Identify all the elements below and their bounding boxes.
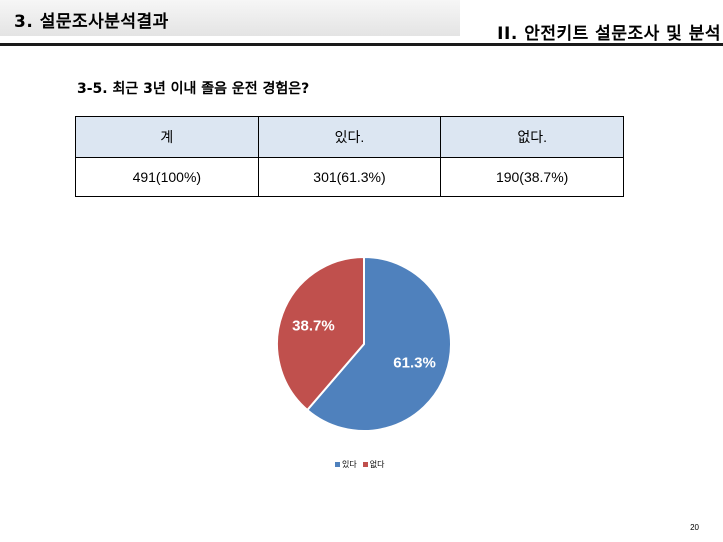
pie-label-yes: 61.3% [393, 355, 436, 372]
cell-no: 190(38.7%) [440, 157, 624, 197]
chart-legend: 있다 없다 [335, 459, 384, 470]
summary-table: 계 있다. 없다. 491(100%) 301(61.3%) 190(38.7%… [75, 116, 624, 197]
page-number: 20 [690, 523, 699, 532]
table-header-row: 계 있다. 없다. [75, 116, 624, 158]
legend-swatch-yes [335, 462, 340, 467]
legend-item-yes: 있다 [335, 459, 357, 470]
cell-yes: 301(61.3%) [257, 157, 442, 197]
cell-total: 491(100%) [75, 157, 259, 197]
header-total: 계 [75, 116, 259, 158]
header-divider [0, 43, 723, 46]
header-band [0, 0, 460, 36]
legend-label-no: 없다 [369, 460, 385, 469]
header-yes: 있다. [257, 116, 442, 158]
legend-label-yes: 있다 [342, 460, 357, 469]
pie-slice-no [276, 255, 365, 412]
chapter-title: II. 안전키트 설문조사 및 분석 [497, 24, 721, 44]
question-heading: 3-5. 최근 3년 이내 졸음 운전 경험은? [77, 81, 310, 97]
section-title: 3. 설문조사분석결과 [14, 12, 169, 32]
pie-slice-yes [305, 255, 452, 432]
legend-swatch-no [362, 462, 368, 467]
table-row: 491(100%) 301(61.3%) 190(38.7%) [75, 157, 624, 197]
pie-label-no: 38.7% [292, 317, 335, 334]
legend-item-no: 없다 [362, 459, 385, 470]
